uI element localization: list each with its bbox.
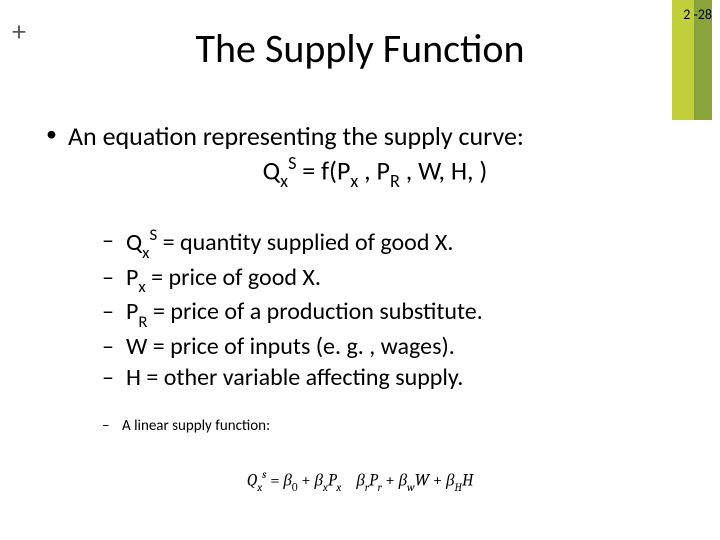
eq-px-sub: x — [350, 170, 358, 192]
le-b0b: β — [283, 472, 291, 491]
le-brb: β — [356, 472, 364, 491]
le-bHb: β — [446, 472, 454, 491]
linear-supply-equation: Qxs = β0 + βxPx βrPr + βwW + βHH — [0, 468, 720, 493]
le-bwb: β — [399, 472, 407, 491]
page-title: The Supply Function — [0, 24, 720, 73]
le-q: Q — [247, 472, 258, 491]
eq-c1: , P — [358, 154, 390, 186]
d2-rest: = price of good X. — [146, 263, 321, 292]
le-px-sub: x — [336, 481, 341, 494]
le-bH: H — [455, 481, 462, 494]
eq-tail: , W, H, ) — [400, 154, 487, 186]
le-p4: + — [429, 472, 446, 491]
page-number: 2 -28 — [683, 6, 712, 23]
d1-rest: = quantity supplied of good X. — [157, 228, 453, 257]
eq-pr-sub: R — [390, 170, 400, 192]
eq-fp: = f(P — [296, 154, 350, 186]
d2-sub: x — [138, 276, 145, 297]
le-bx: x — [323, 481, 328, 494]
eq-q: Q — [263, 154, 281, 186]
le-q-sup: s — [262, 467, 266, 481]
le-H: H — [462, 472, 473, 491]
def-h: H = other variable affecting supply. — [102, 362, 682, 393]
bullet-1: An equation representing the supply curv… — [42, 120, 682, 437]
def-pr: PR = price of a production substitute. — [102, 296, 682, 331]
le-eq: = — [266, 472, 283, 491]
bullet-list-1: An equation representing the supply curv… — [42, 120, 682, 437]
le-p3: + — [382, 472, 399, 491]
le-bxb: β — [314, 472, 322, 491]
d3-sub: R — [138, 311, 147, 332]
le-gap — [341, 472, 356, 491]
le-br: r — [365, 481, 369, 494]
linear-function-list: A linear supply function: — [102, 417, 682, 437]
d1-q: Q — [126, 228, 142, 257]
le-q-sub: x — [257, 481, 262, 494]
bullet-1-text: An equation representing the supply curv… — [68, 120, 524, 152]
eq-q-sub: x — [280, 170, 288, 192]
d3-p: P — [126, 297, 138, 326]
le-pr: P — [369, 472, 378, 491]
le-b0: 0 — [292, 481, 298, 494]
supply-equation: QxS = f(Px , PR , W, H, ) — [68, 153, 682, 192]
d3-rest: = price of a production substitute. — [148, 297, 483, 326]
le-bw: w — [407, 481, 415, 494]
le-w: W — [415, 472, 429, 491]
def-w: W = price of inputs (e. g. , wages). — [102, 331, 682, 362]
d2-p: P — [126, 263, 138, 292]
linear-function-label: A linear supply function: — [102, 417, 682, 437]
def-qxs: QxS = quantity supplied of good X. — [102, 225, 682, 262]
eq-q-sup: S — [288, 152, 296, 174]
definition-list: QxS = quantity supplied of good X. Px = … — [102, 225, 682, 437]
body-content: An equation representing the supply curv… — [42, 120, 682, 443]
d1-sup: S — [149, 224, 157, 245]
le-p1: + — [298, 472, 315, 491]
le-pr-sub: r — [378, 481, 382, 494]
def-px: Px = price of good X. — [102, 262, 682, 297]
slide: + 2 -28 The Supply Function An equation … — [0, 0, 720, 540]
